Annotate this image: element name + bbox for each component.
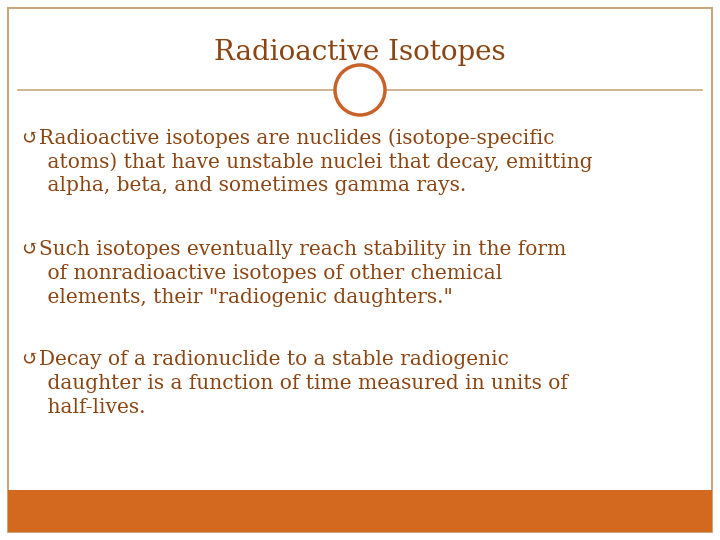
Text: atoms) that have unstable nuclei that decay, emitting: atoms) that have unstable nuclei that de… <box>22 152 593 172</box>
Text: elements, their "radiogenic daughters.": elements, their "radiogenic daughters." <box>22 288 453 307</box>
Text: Radioactive Isotopes: Radioactive Isotopes <box>214 38 506 65</box>
Text: ↺Such isotopes eventually reach stability in the form: ↺Such isotopes eventually reach stabilit… <box>22 240 567 259</box>
Text: daughter is a function of time measured in units of: daughter is a function of time measured … <box>22 374 568 393</box>
Text: ↺Decay of a radionuclide to a stable radiogenic: ↺Decay of a radionuclide to a stable rad… <box>22 350 509 369</box>
Text: of nonradioactive isotopes of other chemical: of nonradioactive isotopes of other chem… <box>22 264 503 283</box>
Bar <box>8 490 712 532</box>
Text: half-lives.: half-lives. <box>22 398 145 417</box>
Text: alpha, beta, and sometimes gamma rays.: alpha, beta, and sometimes gamma rays. <box>22 176 467 195</box>
Text: ↺Radioactive isotopes are nuclides (isotope-specific: ↺Radioactive isotopes are nuclides (isot… <box>22 128 554 147</box>
